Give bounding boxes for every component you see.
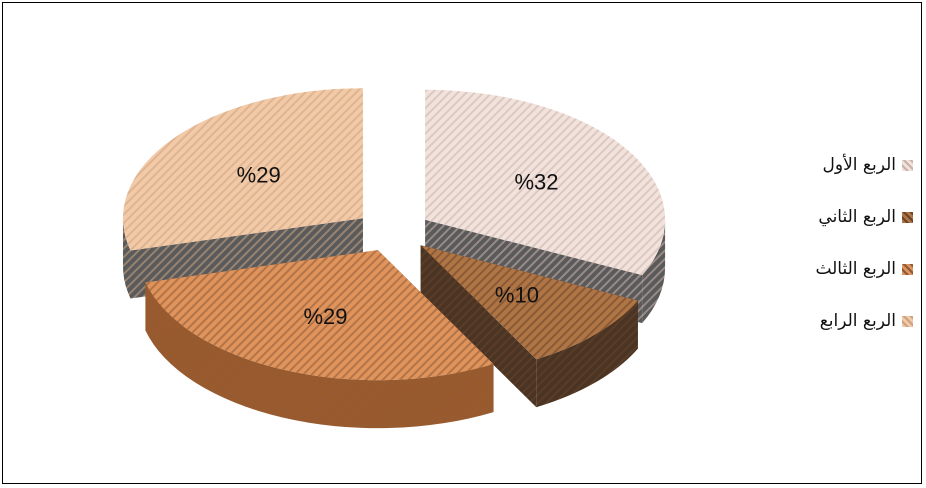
pie-slice-q2: %10 (420, 245, 638, 408)
slice-label-q2: %10 (495, 282, 539, 307)
pie-slice-q2-rim (536, 300, 638, 408)
legend-item-q2: الربع الثاني (703, 205, 913, 229)
legend-label-q3: الربع الثالث (815, 259, 896, 279)
legend-swatch-q2 (902, 211, 913, 223)
pie-chart: %29 %32 %10 %29 (122, 88, 666, 429)
legend-item-q3: الربع الثالث (703, 257, 913, 281)
pie-slice-q3-top (145, 250, 494, 381)
legend: الربع الأول الربع الثاني الربع الثالث ال… (703, 153, 913, 361)
pie-slice-q4-rim (122, 218, 131, 299)
pie-slice-q1-top (425, 89, 666, 276)
legend-swatch-q1 (902, 159, 913, 171)
pie-slice-q2-wall-2 (420, 245, 537, 408)
pie-slice-q3-rim (145, 282, 494, 429)
legend-label-q2: الربع الثاني (818, 207, 896, 227)
slice-label-q3: %29 (303, 304, 347, 329)
pie-slice-q1: %32 (425, 89, 666, 324)
slice-label-q4: %29 (237, 162, 281, 187)
pie-slice-q2-top (420, 245, 638, 360)
legend-label-q1: الربع الأول (822, 155, 896, 175)
legend-swatch-q4 (902, 315, 913, 327)
pie-slice-q4-top (122, 88, 363, 251)
legend-item-q1: الربع الأول (703, 153, 913, 177)
legend-item-q4: الربع الرابع (703, 309, 913, 333)
legend-label-q4: الربع الرابع (819, 311, 896, 331)
slice-label-q1: %32 (515, 169, 559, 194)
legend-swatch-q3 (902, 263, 913, 275)
pie-slice-q3: %29 (145, 250, 494, 429)
pie-slice-q1-rim (642, 219, 666, 324)
